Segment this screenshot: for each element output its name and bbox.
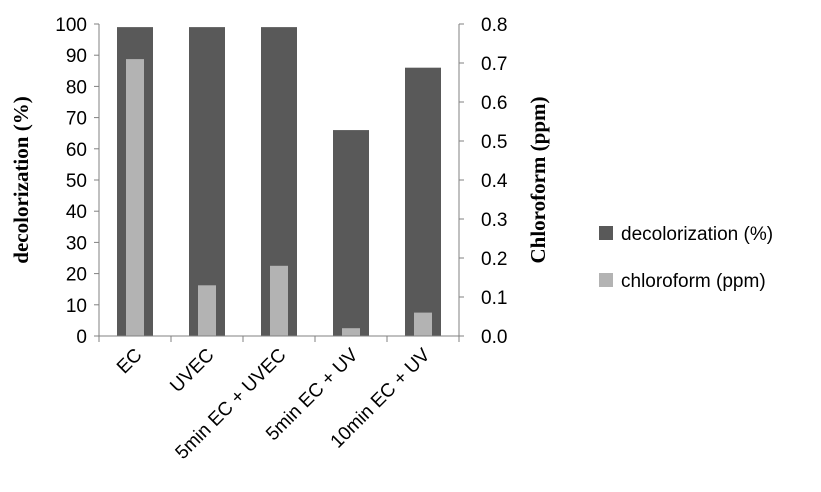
- legend-label-decolorization: decolorization (%): [621, 224, 773, 245]
- decolorization-bar: [405, 67, 441, 337]
- category-label: EC: [113, 345, 147, 379]
- right-tick-label: 0.6: [481, 93, 507, 114]
- right-tick-label: 0.3: [481, 210, 507, 231]
- right-tick-label: 0.5: [481, 132, 507, 153]
- right-tick-label: 0.4: [481, 171, 508, 192]
- decolorization-bar: [333, 130, 369, 336]
- left-tick-label: 90: [66, 46, 87, 67]
- right-axis-ticks: 0.0 0.1 0.2 0.3 0.4 0.5 0.6 0.7 0.8: [459, 15, 508, 348]
- x-axis-ticks: [98, 336, 460, 342]
- right-tick-label: 0.8: [481, 15, 507, 36]
- left-tick-label: 60: [66, 140, 87, 161]
- right-tick-label: 0.0: [481, 327, 507, 348]
- right-tick-label: 0.1: [481, 288, 507, 309]
- legend: decolorization (%) chloroform (ppm): [599, 224, 773, 292]
- category-label: UVEC: [166, 345, 218, 397]
- right-tick-label: 0.7: [481, 54, 507, 75]
- chloroform-bar: [270, 265, 288, 336]
- decolorization-bar: [189, 27, 225, 337]
- left-tick-label: 100: [55, 15, 87, 36]
- y-axis-title: decolorization (%): [9, 96, 33, 263]
- left-tick-label: 40: [66, 202, 87, 223]
- chloroform-bar: [414, 312, 432, 336]
- chloroform-bar: [342, 328, 360, 336]
- left-tick-label: 10: [66, 296, 87, 317]
- left-tick-label: 50: [66, 171, 87, 192]
- chloroform-bars: [126, 59, 432, 336]
- left-tick-label: 80: [66, 77, 87, 98]
- left-tick-label: 20: [66, 265, 87, 286]
- legend-swatch-chloroform: [599, 273, 613, 287]
- decolorization-bars: [117, 27, 441, 337]
- left-axis-ticks: 0 10 20 30 40 50 60 70 80 90 100: [55, 15, 99, 348]
- legend-label-chloroform: chloroform (ppm): [621, 271, 766, 292]
- y-axis-right-title: Chloroform (ppm): [526, 96, 550, 263]
- left-tick-label: 0: [76, 327, 87, 348]
- left-tick-label: 70: [66, 109, 87, 130]
- chloroform-bar: [198, 285, 216, 336]
- right-tick-label: 0.2: [481, 249, 507, 270]
- legend-swatch-decolorization: [599, 226, 613, 240]
- chloroform-bar: [126, 59, 144, 336]
- left-tick-label: 30: [66, 233, 87, 254]
